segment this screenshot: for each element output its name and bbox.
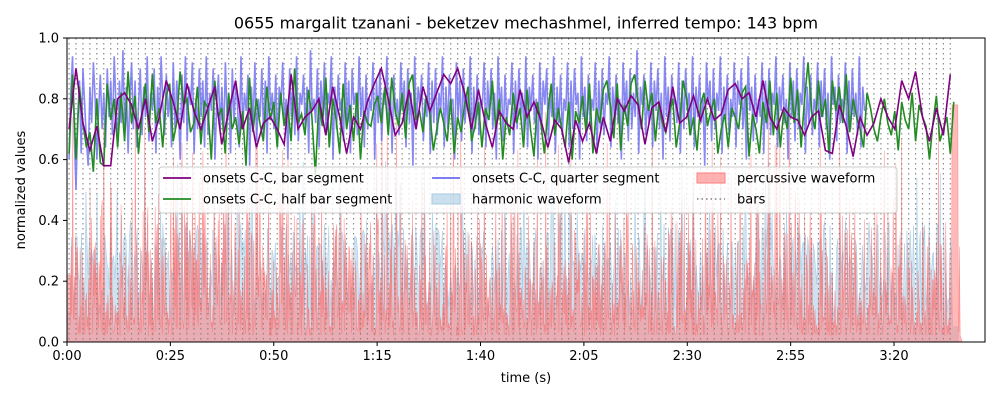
x-tick-label: 0:00 [52,349,81,364]
plot-area [67,38,963,342]
x-tick-label: 2:30 [673,349,702,364]
x-tick-label: 2:55 [776,349,805,364]
y-tick-label: 0.0 [38,336,59,351]
x-tick-label: 0:50 [259,349,288,364]
legend-label: onsets C-C, half bar segment [203,193,392,208]
legend-label: onsets C-C, quarter segment [472,172,659,187]
x-axis-label: time (s) [501,371,551,386]
chart-title: 0655 margalit tzanani - beketzev mechash… [234,14,818,33]
legend-label: bars [737,193,766,208]
legend-label: onsets C-C, bar segment [203,172,364,187]
x-tick-label: 2:05 [569,349,598,364]
legend-label: harmonic waveform [472,193,602,208]
y-axis-label: normalized values [14,130,29,249]
x-tick-label: 1:15 [363,349,392,364]
legend: onsets C-C, bar segment onsets C-C, quart… [158,166,898,214]
series-line-0 [68,65,952,167]
y-tick-label: 0.6 [38,153,59,168]
x-tick-label: 1:40 [466,349,495,364]
axes-frame [66,37,986,343]
y-tick-label: 1.0 [38,32,59,47]
y-tick-label: 0.4 [38,214,59,229]
x-tick-label: 3:20 [879,349,908,364]
axes: 0:00 0:25 0:50 1:15 1:40 2:05 2:30 2:55 3:20 0.0 0… [38,32,986,364]
legend-swatch [431,193,461,205]
y-tick-label: 0.8 [38,92,59,107]
legend-label: percussive waveform [737,172,875,187]
x-tick-label: 0:25 [156,349,185,364]
legend-swatch [696,172,726,184]
y-tick-label: 0.2 [38,275,59,290]
